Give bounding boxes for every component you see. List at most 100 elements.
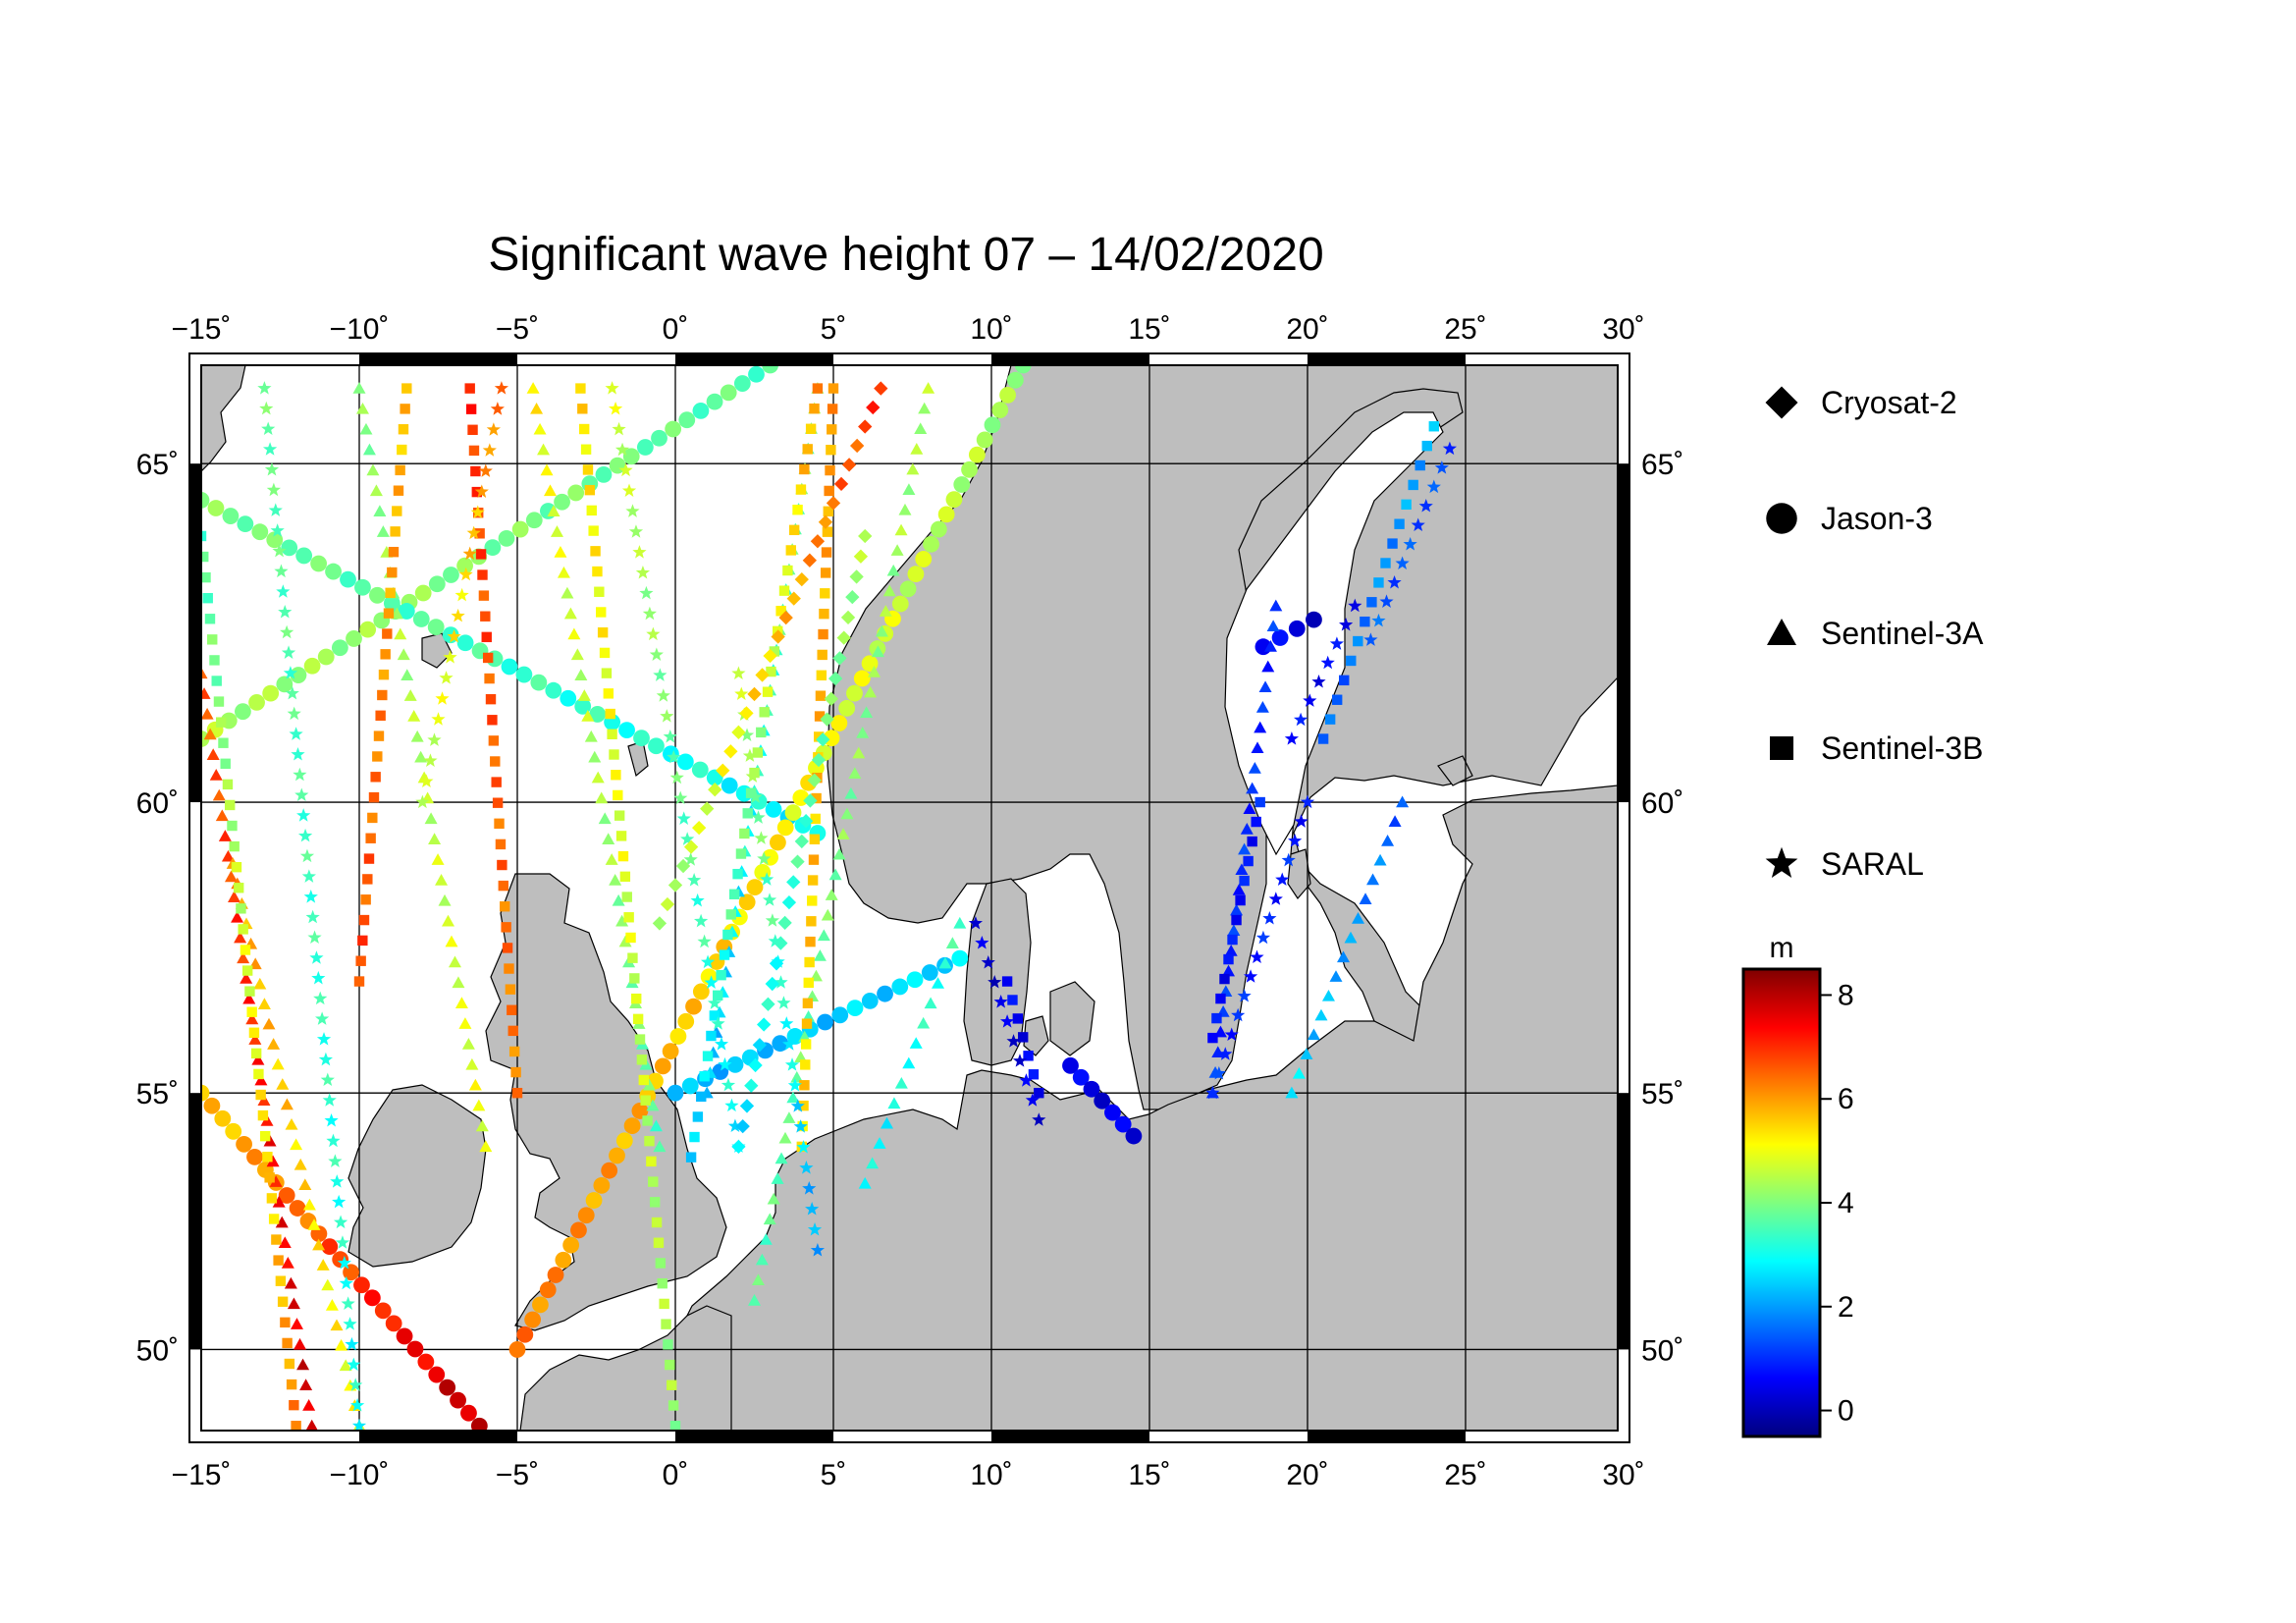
data-point bbox=[456, 634, 474, 652]
data-point bbox=[1421, 440, 1432, 452]
data-point bbox=[1380, 558, 1391, 568]
data-point bbox=[1250, 949, 1264, 964]
data-point bbox=[309, 950, 324, 964]
data-point bbox=[739, 706, 754, 721]
data-point bbox=[439, 1379, 456, 1396]
data-point bbox=[782, 565, 793, 576]
data-point bbox=[1373, 853, 1387, 866]
data-point bbox=[625, 932, 636, 944]
data-point bbox=[807, 773, 822, 787]
data-point bbox=[369, 586, 386, 604]
data-point bbox=[435, 874, 449, 886]
data-point bbox=[253, 1068, 264, 1080]
data-point bbox=[614, 810, 625, 821]
data-point bbox=[478, 590, 490, 601]
data-point bbox=[478, 463, 493, 477]
data-point bbox=[285, 685, 299, 700]
x-tick-label: −15˚ bbox=[172, 1459, 232, 1491]
data-point bbox=[490, 402, 505, 415]
data-point bbox=[281, 539, 298, 557]
x-tick-label: −5˚ bbox=[496, 313, 539, 346]
data-point bbox=[914, 422, 928, 435]
data-point bbox=[470, 1417, 488, 1431]
data-point bbox=[235, 703, 251, 721]
data-point bbox=[1243, 969, 1258, 983]
data-point bbox=[227, 820, 238, 832]
data-point bbox=[295, 547, 313, 565]
data-point bbox=[921, 964, 938, 981]
data-point bbox=[451, 608, 465, 622]
data-point bbox=[1403, 536, 1417, 551]
data-point bbox=[821, 908, 834, 921]
data-point bbox=[663, 729, 677, 743]
data-point bbox=[598, 812, 612, 825]
data-point bbox=[605, 853, 618, 865]
data-point bbox=[201, 667, 208, 679]
data-point bbox=[922, 382, 935, 394]
data-point bbox=[765, 913, 780, 927]
data-point bbox=[738, 893, 756, 911]
data-point bbox=[823, 730, 840, 747]
data-point bbox=[711, 1016, 725, 1030]
data-point bbox=[266, 1155, 280, 1167]
colorbar-tick-label: 0 bbox=[1838, 1395, 1854, 1428]
data-point bbox=[807, 1222, 823, 1236]
data-point bbox=[470, 505, 485, 519]
data-point bbox=[724, 1098, 739, 1112]
data-point bbox=[353, 976, 365, 987]
data-point bbox=[394, 627, 407, 640]
legend-label: SARAL bbox=[1821, 846, 1924, 882]
data-point bbox=[748, 789, 763, 803]
data-point bbox=[486, 422, 501, 436]
data-point bbox=[289, 727, 303, 740]
data-point bbox=[1314, 1008, 1328, 1021]
data-point bbox=[588, 750, 602, 763]
data-point bbox=[339, 1275, 353, 1290]
data-point bbox=[775, 606, 786, 617]
data-point bbox=[407, 710, 421, 722]
data-point bbox=[268, 503, 283, 516]
data-point bbox=[234, 931, 247, 944]
data-point bbox=[894, 1076, 908, 1089]
data-point bbox=[346, 630, 362, 647]
data-point bbox=[923, 535, 939, 553]
data-point bbox=[1227, 924, 1241, 937]
data-point bbox=[373, 730, 385, 741]
data-point bbox=[330, 1319, 344, 1331]
data-point bbox=[201, 707, 214, 720]
data-point bbox=[915, 551, 933, 568]
data-point bbox=[692, 1111, 704, 1122]
data-point bbox=[1239, 875, 1250, 887]
data-point bbox=[484, 673, 495, 684]
legend-item: SARAL bbox=[1765, 846, 1924, 882]
data-point bbox=[812, 383, 824, 394]
data-point bbox=[667, 1400, 679, 1411]
data-point bbox=[810, 1242, 826, 1257]
data-point bbox=[774, 975, 788, 989]
data-point bbox=[759, 1233, 773, 1245]
data-point bbox=[1255, 700, 1269, 713]
data-point bbox=[1251, 816, 1261, 828]
data-point bbox=[742, 808, 753, 819]
data-point bbox=[428, 833, 442, 844]
data-point bbox=[632, 1013, 644, 1025]
frame-bar-right bbox=[1618, 1093, 1629, 1350]
data-point bbox=[305, 1419, 318, 1431]
data-point bbox=[367, 812, 378, 824]
data-point bbox=[343, 1317, 357, 1330]
x-tick-label: 30˚ bbox=[1602, 1459, 1644, 1491]
data-point bbox=[748, 1293, 761, 1306]
data-point bbox=[392, 506, 402, 516]
data-point bbox=[318, 1052, 334, 1066]
data-point bbox=[1262, 911, 1277, 925]
data-point bbox=[681, 1077, 699, 1095]
data-point bbox=[368, 791, 380, 803]
data-point bbox=[485, 693, 497, 705]
data-point bbox=[497, 859, 507, 871]
data-point bbox=[714, 1037, 729, 1051]
data-point bbox=[1428, 421, 1439, 432]
data-point bbox=[502, 943, 513, 953]
data-point bbox=[250, 1048, 262, 1059]
data-point bbox=[1379, 594, 1394, 608]
data-point bbox=[755, 668, 770, 682]
